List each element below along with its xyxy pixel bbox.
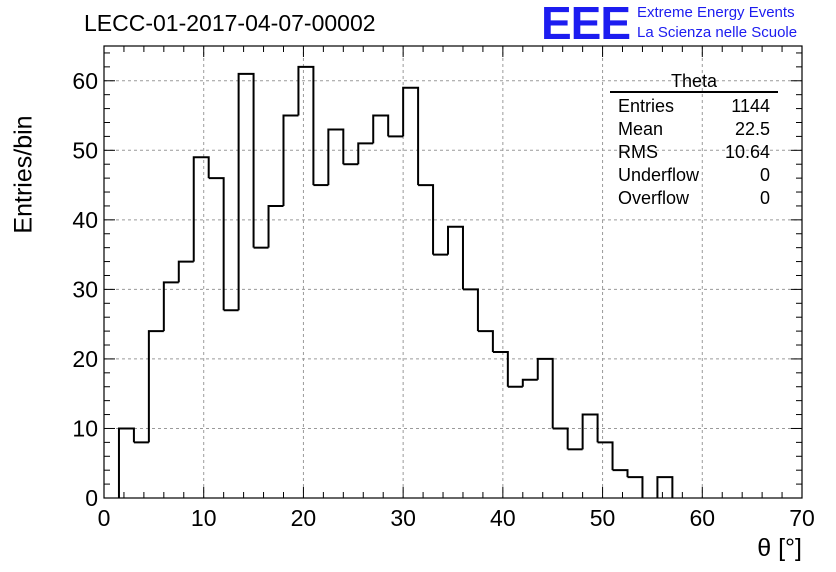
x-tick-label: 60 bbox=[689, 505, 715, 531]
histogram-bin bbox=[357, 142, 374, 165]
logo-caption: Extreme Energy Events La Scienza nelle S… bbox=[637, 3, 797, 43]
histogram-bin bbox=[418, 184, 435, 255]
histogram-bin bbox=[192, 156, 210, 262]
stats-label: Underflow bbox=[618, 165, 700, 185]
x-tick-label: 20 bbox=[291, 505, 317, 531]
y-tick-label: 0 bbox=[85, 485, 98, 511]
stats-row-entries: Entries 1144 bbox=[610, 95, 778, 118]
histogram-bin bbox=[297, 65, 315, 186]
stats-label: Entries bbox=[618, 96, 675, 116]
stats-value: 1144 bbox=[731, 96, 770, 116]
stats-label: RMS bbox=[618, 142, 658, 162]
y-tick-label: 30 bbox=[72, 276, 98, 302]
stats-value: 0 bbox=[759, 188, 770, 208]
histogram-bin bbox=[162, 281, 179, 332]
stats-divider bbox=[610, 91, 778, 93]
histogram-bin bbox=[327, 128, 345, 186]
y-tick-label: 40 bbox=[72, 207, 98, 233]
axis-ticks bbox=[103, 46, 803, 499]
y-tick-label: 10 bbox=[72, 415, 98, 441]
histogram-bin bbox=[447, 225, 464, 290]
stats-row-overflow: Overflow 0 bbox=[610, 187, 778, 210]
y-tick-label: 60 bbox=[72, 68, 98, 94]
histogram-bin bbox=[282, 114, 299, 206]
histogram-bars bbox=[117, 65, 674, 498]
y-axis-label: Entries/bin bbox=[9, 115, 38, 234]
histogram-bin bbox=[627, 476, 644, 498]
logo-caption-line2: La Scienza nelle Scuole bbox=[637, 24, 798, 41]
histogram-bin bbox=[536, 357, 554, 429]
tick-labels: 0 10 20 30 40 50 60 70 0 10 20 30 40 50 60 bbox=[72, 68, 814, 531]
stats-row-rms: RMS 10.64 bbox=[610, 141, 778, 164]
histogram-bin bbox=[117, 427, 135, 498]
histogram-bin bbox=[177, 260, 194, 283]
stats-row-underflow: Underflow 0 bbox=[610, 164, 778, 187]
plot-frame bbox=[103, 45, 803, 499]
y-tick-label: 20 bbox=[72, 346, 98, 372]
stats-label: Mean bbox=[618, 119, 664, 139]
y-tick-label: 50 bbox=[72, 137, 98, 163]
histogram-bin bbox=[521, 378, 538, 387]
stats-box: Theta Entries 1144 Mean 22.5 RMS 10.64 U… bbox=[610, 71, 778, 210]
histogram-bin bbox=[208, 177, 225, 311]
histogram-bin bbox=[372, 114, 390, 144]
histogram-bin bbox=[267, 204, 284, 248]
x-tick-label: 50 bbox=[590, 505, 616, 531]
x-tick-label: 40 bbox=[490, 505, 516, 531]
x-tick-label: 70 bbox=[789, 505, 815, 531]
x-axis-label: θ [°] bbox=[757, 534, 802, 562]
histogram-bin bbox=[492, 350, 509, 387]
histogram-bin bbox=[237, 72, 255, 311]
stats-row-mean: Mean 22.5 bbox=[610, 118, 778, 141]
histogram-bin bbox=[581, 413, 599, 450]
stats-label: Overflow bbox=[618, 188, 690, 208]
histogram-bin bbox=[656, 476, 674, 498]
histogram-bin bbox=[477, 330, 494, 352]
eee-logo: EEE bbox=[541, 0, 631, 49]
grid-lines bbox=[104, 46, 802, 498]
histogram-bin bbox=[552, 427, 569, 450]
stats-value: 22.5 bbox=[734, 119, 770, 139]
histogram-bin bbox=[597, 441, 614, 471]
stats-title: Theta bbox=[670, 71, 718, 91]
chart-title: LECC-01-2017-04-07-00002 bbox=[84, 10, 376, 36]
y-axis-label-wrap: Entries/bin bbox=[6, 112, 40, 242]
stats-value: 0 bbox=[759, 165, 770, 185]
x-tick-label: 0 bbox=[98, 505, 111, 531]
histogram-bin bbox=[402, 86, 420, 186]
x-tick-label: 30 bbox=[390, 505, 416, 531]
histogram-bin bbox=[147, 330, 164, 443]
x-tick-label: 10 bbox=[191, 505, 217, 531]
stats-value: 10.64 bbox=[724, 142, 770, 162]
histogram-bin bbox=[462, 288, 479, 332]
logo-caption-line1: Extreme Energy Events bbox=[637, 4, 795, 21]
histogram-bin bbox=[612, 469, 629, 478]
